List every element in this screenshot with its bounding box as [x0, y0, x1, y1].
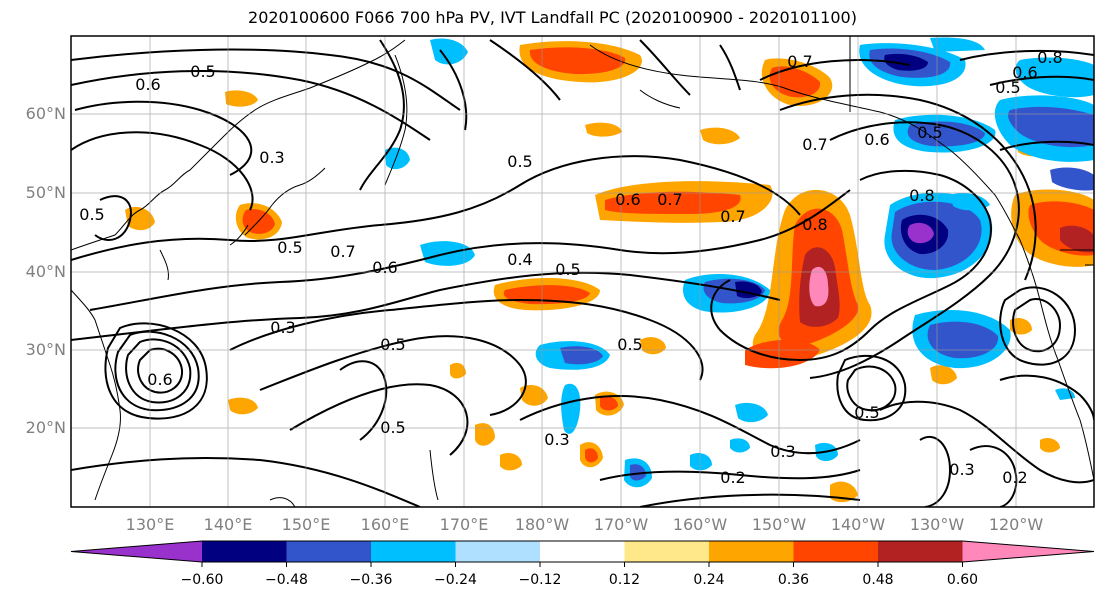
lat-label: 50°N: [25, 183, 66, 202]
lon-label: 170°E: [439, 515, 489, 534]
contour-label: 0.5: [555, 260, 580, 279]
colorbar-tick-label: 0.12: [608, 572, 641, 588]
contour-label: 0.5: [79, 205, 104, 224]
coastline-alaska: [589, 44, 1021, 241]
colorbar-tick-label: 0.48: [862, 572, 894, 588]
coastline-kamchatka: [384, 54, 408, 186]
contour-label: 0.5: [995, 78, 1020, 97]
contour-label: 0.6: [147, 370, 172, 389]
contour-label: 0.5: [917, 123, 942, 142]
contour-label: 0.3: [270, 318, 295, 337]
colorbar-tick-label: −0.12: [518, 572, 562, 588]
coastline-china: [71, 289, 121, 501]
contour-label: 0.3: [949, 460, 974, 479]
contour-label: 0.6: [864, 130, 889, 149]
colorbar-segment: [624, 541, 709, 562]
lon-label: 150°E: [281, 515, 331, 534]
lon-label: 140°E: [203, 515, 253, 534]
lat-label: 30°N: [25, 340, 66, 359]
colorbar-tick-label: −0.24: [434, 572, 477, 588]
contour-label: 0.7: [330, 242, 355, 261]
lat-label: 20°N: [25, 418, 66, 437]
contour-label: 0.6: [135, 75, 160, 94]
contour-label: 0.7: [720, 207, 745, 226]
contour-label: 0.5: [617, 335, 642, 354]
colorbar-segment: [371, 541, 456, 562]
contour-label: 0.8: [802, 215, 827, 234]
colorbar-tick-label: −0.48: [265, 572, 308, 588]
contour-label: 0.3: [770, 442, 795, 461]
colorbar-segment: [455, 541, 540, 562]
coastline-asia: [71, 39, 406, 251]
colorbar-segment: [540, 541, 625, 562]
lon-label: 160°W: [672, 515, 728, 534]
contour-label: 0.5: [380, 418, 405, 437]
lon-label: 140°W: [830, 515, 886, 534]
contour-label: 0.5: [277, 238, 302, 257]
coastlines: [71, 36, 1094, 507]
map-frame: [70, 35, 1095, 508]
colorbar-tick-label: −0.36: [349, 572, 393, 588]
coastline-north-america: [1019, 239, 1094, 481]
contour-label: 0.3: [544, 430, 569, 449]
colorbar-segment: [878, 541, 963, 562]
contour-label: 0.6: [1012, 63, 1037, 82]
contour-label: 0.2: [1002, 468, 1027, 487]
contour-label: 0.4: [507, 250, 532, 269]
colorbar-tick-label: 0.24: [693, 572, 725, 588]
colorbar-segment: [202, 541, 287, 562]
contour-label: 0.6: [372, 258, 397, 277]
contour-label: 0.3: [259, 148, 284, 167]
lon-label: 180°W: [514, 515, 570, 534]
contour-label: 0.5: [507, 152, 532, 171]
lon-label: 130°W: [909, 515, 965, 534]
contour-label: 0.7: [787, 52, 812, 71]
contour-label: 0.2: [720, 468, 745, 487]
coastline-japan: [244, 167, 326, 236]
contour-label: 0.5: [190, 62, 215, 81]
lon-label: 150°W: [751, 515, 807, 534]
contour-label: 0.5: [854, 403, 879, 422]
pv-contours: [71, 39, 1094, 507]
colorbar-segment: [793, 541, 878, 562]
colorbar-segment: [962, 541, 1094, 562]
lat-label: 40°N: [25, 262, 66, 281]
contour-label: 0.8: [909, 186, 934, 205]
lon-label: 160°E: [360, 515, 410, 534]
gridlines: [71, 36, 1094, 507]
colorbar-tick-label: 0.60: [946, 572, 979, 588]
colorbar-segment: [286, 541, 371, 562]
contour-label: 0.6: [615, 190, 640, 209]
colorbar-segment: [71, 541, 202, 562]
figure-title: 2020100600 F066 700 hPa PV, IVT Landfall…: [248, 8, 857, 27]
colorbar-tick-label: 0.36: [777, 572, 810, 588]
lon-label: 120°W: [988, 515, 1044, 534]
contour-label: 0.5: [380, 335, 405, 354]
lat-label: 60°N: [25, 104, 66, 123]
colorbar: [70, 540, 1095, 567]
contour-labels: 0.60.50.30.50.50.70.60.30.50.50.40.50.6 0…: [79, 48, 1062, 487]
contour-label: 0.7: [657, 190, 682, 209]
contour-label: 0.8: [1037, 48, 1062, 67]
colorbar-segment: [709, 541, 794, 562]
lon-label: 170°W: [593, 515, 649, 534]
lon-label: 130°E: [125, 515, 175, 534]
colorbar-tick-label: −0.60: [180, 572, 224, 588]
contour-label: 0.7: [802, 135, 827, 154]
